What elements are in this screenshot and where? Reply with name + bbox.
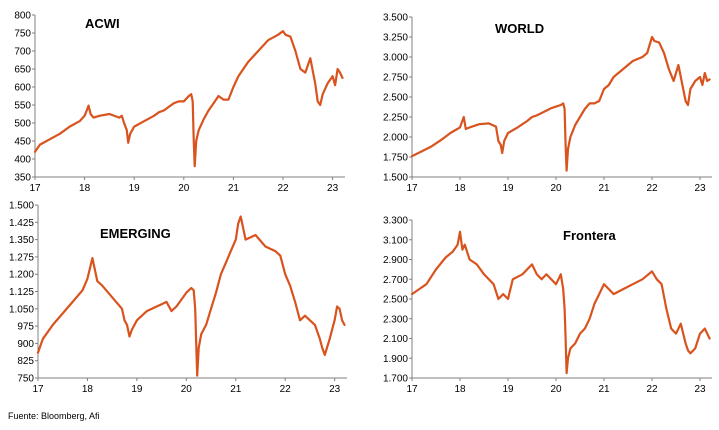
x-tick-label: 17 (406, 384, 418, 395)
x-tick-label: 21 (230, 384, 242, 395)
y-tick-label: 750 (17, 374, 34, 385)
series-line-world (410, 35, 711, 172)
y-tick-label: 650 (14, 65, 31, 76)
chart-panel-acwi: 350 400 450 500 550 600 650 700 750 800 17 18 19 20 21… (14, 11, 345, 194)
y-tick-label: 700 (14, 47, 31, 58)
x-tick-label: 23 (694, 384, 706, 395)
series-line-emerging (36, 215, 346, 377)
y-tick-label: 1.900 (383, 354, 408, 365)
y-tick-label: 500 (14, 119, 31, 130)
y-tick-label: 800 (14, 11, 31, 22)
y-tick-label: 2.700 (383, 275, 408, 286)
x-tick-label: 18 (454, 384, 466, 395)
x-tick-label: 19 (502, 384, 514, 395)
x-tick-label: 18 (79, 183, 91, 194)
chart-panel-emerging: 750 825 900 975 1.050 1.125 1.200 1.275 1.350 1.4… (9, 201, 347, 395)
y-tick-label: 350 (14, 173, 31, 184)
source-note: Fuente: Bloomberg, Afi (8, 411, 100, 421)
y-tick-label: 2.750 (383, 73, 408, 84)
chart-title: WORLD (495, 21, 544, 36)
y-tick-label: 825 (17, 356, 34, 367)
y-tick-label: 1.425 (9, 218, 34, 229)
x-tick-label: 20 (550, 384, 562, 395)
series-line-acwi (33, 30, 344, 168)
y-tick-label: 1.750 (383, 153, 408, 164)
x-tick-label: 17 (29, 183, 41, 194)
y-tick-label: 3.100 (383, 235, 408, 246)
x-tick-label: 19 (502, 183, 514, 194)
chart-title: ACWI (85, 16, 120, 31)
y-tick-label: 1.050 (9, 304, 34, 315)
x-tick-label: 18 (454, 183, 466, 194)
x-tick-label: 22 (277, 183, 289, 194)
x-tick-label: 22 (646, 384, 658, 395)
y-tick-label: 750 (14, 29, 31, 40)
y-tick-label: 2.500 (383, 295, 408, 306)
y-tick-label: 2.500 (383, 93, 408, 104)
x-tick-label: 21 (228, 183, 240, 194)
y-tick-label: 400 (14, 155, 31, 166)
y-tick-label: 2.300 (383, 314, 408, 325)
x-tick-label: 20 (181, 384, 193, 395)
y-tick-label: 550 (14, 101, 31, 112)
x-tick-label: 22 (646, 183, 658, 194)
y-tick-label: 1.275 (9, 252, 34, 263)
y-tick-label: 450 (14, 137, 31, 148)
chart-panel-world: 1.500 1.750 2.000 2.250 2.500 2.750 3.000 3.250… (383, 13, 712, 194)
y-tick-label: 1.125 (9, 287, 34, 298)
x-tick-label: 23 (327, 183, 339, 194)
y-tick-label: 2.100 (383, 334, 408, 345)
y-tick-label: 1.500 (9, 201, 34, 212)
y-tick-label: 600 (14, 83, 31, 94)
x-tick-label: 18 (82, 384, 94, 395)
y-tick-label: 1.700 (383, 374, 408, 385)
x-tick-label: 17 (406, 183, 418, 194)
y-tick-label: 1.200 (9, 270, 34, 281)
y-tick-label: 975 (17, 322, 34, 333)
y-tick-label: 2.900 (383, 255, 408, 266)
x-tick-label: 19 (129, 183, 141, 194)
x-tick-label: 21 (598, 384, 610, 395)
chart-panel-frontera: 1.700 1.900 2.100 2.300 2.500 2.700 2.900 3.100… (383, 216, 712, 395)
series-line-frontera (410, 230, 711, 375)
y-tick-label: 3.500 (383, 13, 408, 24)
y-tick-label: 3.250 (383, 33, 408, 44)
x-tick-label: 20 (550, 183, 562, 194)
x-tick-label: 23 (329, 384, 341, 395)
chart-title: EMERGING (100, 226, 171, 241)
x-tick-label: 21 (598, 183, 610, 194)
y-tick-label: 2.000 (383, 133, 408, 144)
x-tick-label: 19 (131, 384, 143, 395)
y-tick-label: 3.000 (383, 53, 408, 64)
y-tick-label: 3.300 (383, 216, 408, 227)
x-tick-label: 23 (694, 183, 706, 194)
x-tick-label: 20 (178, 183, 190, 194)
chart-title: Frontera (563, 228, 617, 243)
y-tick-label: 1.350 (9, 235, 34, 246)
x-tick-label: 22 (280, 384, 292, 395)
y-tick-label: 2.250 (383, 113, 408, 124)
y-tick-label: 900 (17, 339, 34, 350)
y-tick-label: 1.500 (383, 173, 408, 184)
x-tick-label: 17 (32, 384, 44, 395)
